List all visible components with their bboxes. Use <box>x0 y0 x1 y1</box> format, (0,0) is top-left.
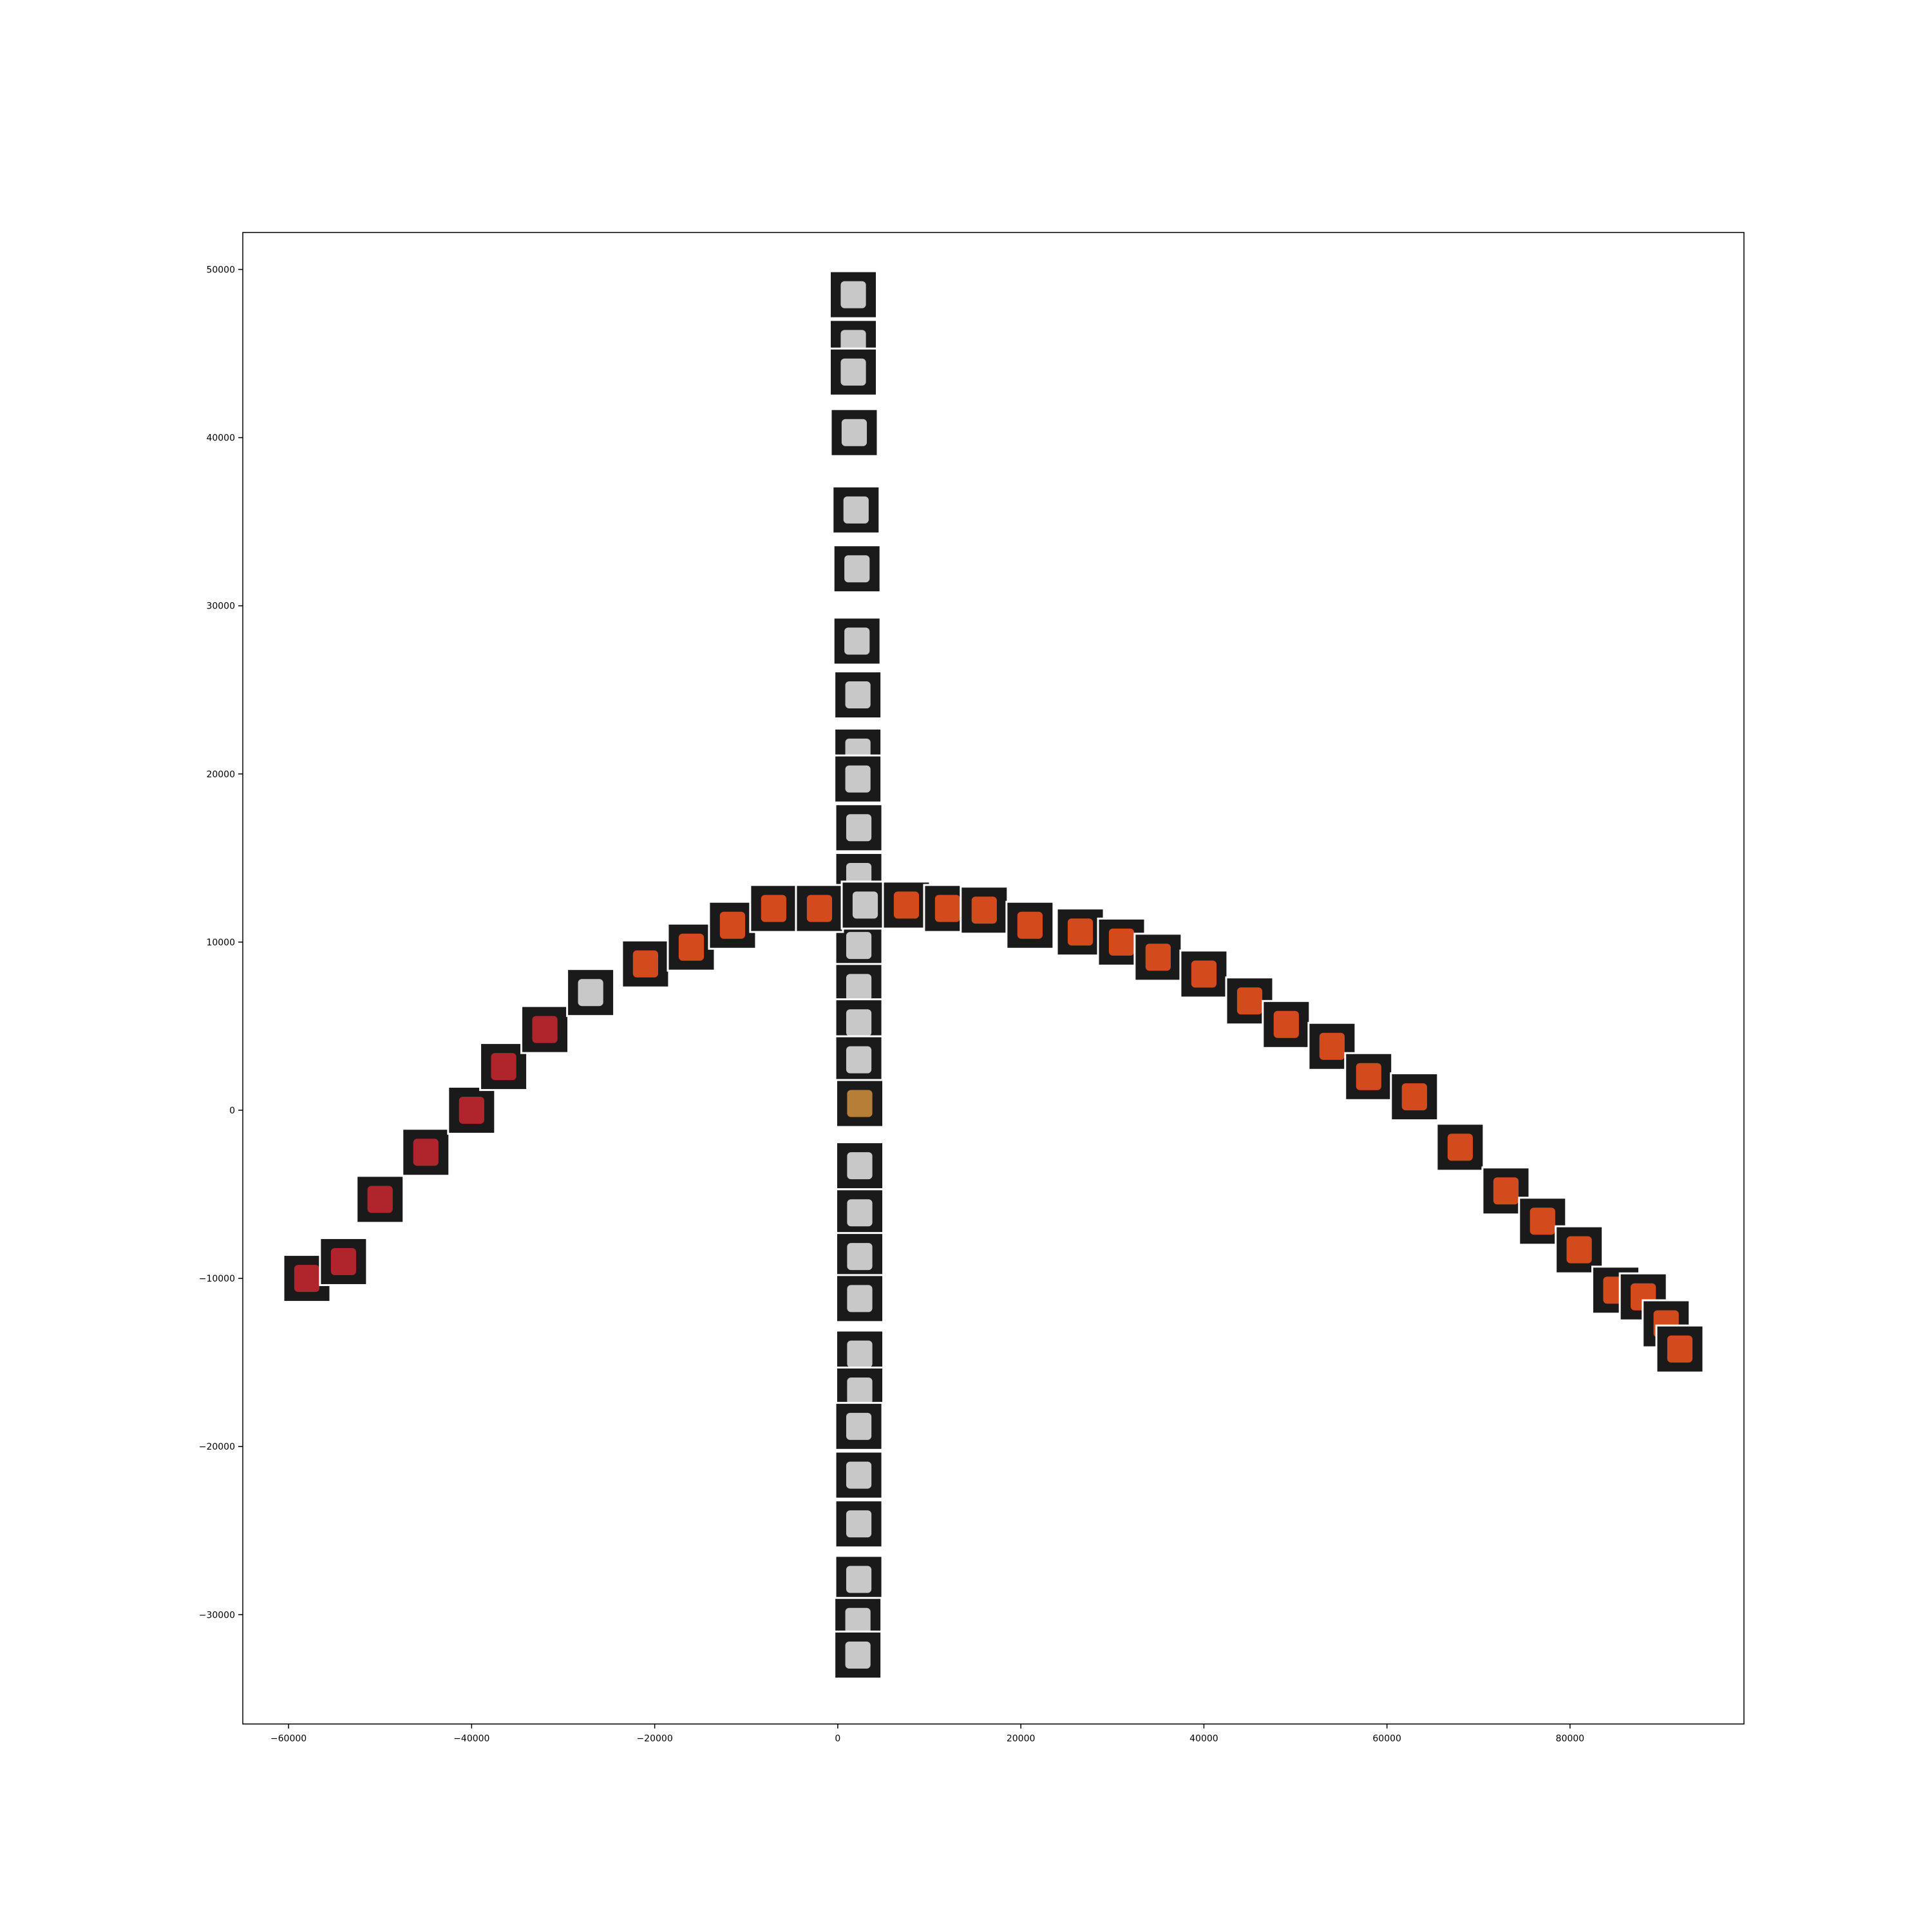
data-point-thumbnail <box>1056 907 1105 957</box>
x-tick-label: 80000 <box>1556 1734 1585 1744</box>
x-tick-label: −20000 <box>636 1734 672 1744</box>
x-tick-label: −40000 <box>453 1734 489 1744</box>
data-point-thumbnail <box>1179 949 1229 999</box>
data-point-thumbnail <box>829 347 878 397</box>
data-point-thumbnail <box>882 880 931 930</box>
data-point-thumbnail <box>1133 933 1183 982</box>
data-point-thumbnail <box>1005 900 1055 950</box>
data-point-thumbnail <box>1555 1225 1604 1274</box>
data-point-thumbnail <box>834 1555 884 1604</box>
y-tick-label: 10000 <box>206 938 235 948</box>
data-point-thumbnail <box>833 754 883 804</box>
x-tick-label: 60000 <box>1372 1734 1401 1744</box>
y-tick-label: 0 <box>229 1106 235 1116</box>
y-tick-label: −20000 <box>199 1442 235 1452</box>
data-point-thumbnail <box>833 670 883 720</box>
y-tick-label: −10000 <box>199 1274 235 1284</box>
x-tick-label: 20000 <box>1007 1734 1036 1744</box>
data-point-thumbnail <box>1344 1052 1394 1101</box>
data-point-thumbnail <box>834 1035 884 1084</box>
data-point-thumbnail <box>447 1085 497 1135</box>
y-tick-label: −30000 <box>199 1610 235 1620</box>
x-axis: −60000 −40000 −20000 0 20000 40000 60000 80000 <box>270 1724 1584 1744</box>
data-point-thumbnail <box>1390 1072 1439 1122</box>
data-point-thumbnail <box>401 1128 451 1177</box>
data-point-thumbnail <box>840 880 890 930</box>
data-point-thumbnail <box>960 886 1009 935</box>
x-tick-label: 40000 <box>1189 1734 1218 1744</box>
data-point-thumbnail <box>832 544 882 594</box>
data-point-thumbnail <box>566 968 616 1018</box>
data-point-thumbnail <box>795 884 844 933</box>
data-point-thumbnail <box>835 1188 884 1238</box>
y-tick-label: 50000 <box>206 265 235 275</box>
data-point-thumbnail <box>835 1274 884 1323</box>
data-point-thumbnail <box>834 1401 884 1451</box>
data-point-thumbnail <box>835 1141 884 1191</box>
data-point-thumbnail <box>834 1499 884 1549</box>
data-point-thumbnail <box>829 408 879 457</box>
data-point-thumbnail <box>355 1175 405 1224</box>
data-point-thumbnail <box>1262 999 1311 1049</box>
data-point-thumbnail <box>833 1596 883 1646</box>
data-point-thumbnail <box>667 922 716 972</box>
data-point-thumbnail <box>834 803 884 853</box>
data-point-thumbnail <box>1518 1197 1567 1246</box>
data-point-thumbnail <box>520 1005 570 1054</box>
y-tick-label: 20000 <box>206 770 235 780</box>
thumbnail-markers <box>282 270 1705 1680</box>
data-point-thumbnail <box>1655 1324 1705 1374</box>
data-point-thumbnail <box>829 270 878 319</box>
y-axis: −30000 −20000 −10000 0 10000 20000 30000 40000 5… <box>199 265 243 1620</box>
data-point-thumbnail <box>749 884 799 933</box>
data-point-thumbnail <box>479 1042 529 1092</box>
data-point-thumbnail <box>832 616 882 666</box>
data-point-thumbnail <box>835 1079 884 1128</box>
data-point-thumbnail <box>708 900 757 950</box>
data-point-thumbnail <box>833 1630 883 1680</box>
y-tick-label: 40000 <box>206 433 235 444</box>
data-point-thumbnail <box>831 485 881 535</box>
data-point-thumbnail <box>319 1236 368 1286</box>
x-tick-label: −60000 <box>270 1734 307 1744</box>
y-tick-label: 30000 <box>206 601 235 612</box>
data-point-thumbnail <box>621 939 670 989</box>
data-point-thumbnail <box>1435 1122 1485 1172</box>
data-point-thumbnail <box>834 1450 884 1500</box>
x-tick-label: 0 <box>835 1734 840 1744</box>
data-point-thumbnail <box>835 1232 884 1282</box>
plot-frame <box>242 232 1745 1725</box>
